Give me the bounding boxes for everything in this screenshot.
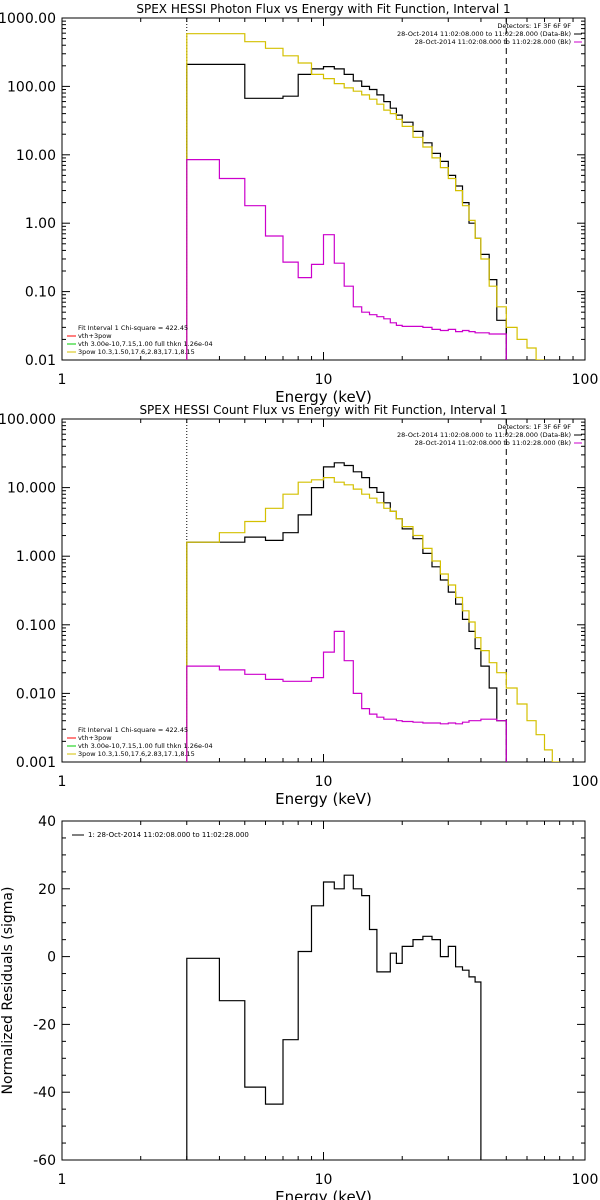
x-tick-label: 10 bbox=[315, 774, 333, 790]
legend-label: 1: 28-Oct-2014 11:02:08.000 to 11:02:28.… bbox=[88, 831, 249, 839]
info-text: 28-Oct-2014 11:02:08.000 to 11:02:28.000… bbox=[415, 38, 571, 46]
fit-text: vth 3.00e-10,7.15,1.00 full thkn 1.26e-0… bbox=[78, 340, 213, 348]
fit-text: vth+3pow bbox=[78, 332, 112, 340]
info-text: 28-Oct-2014 11:02:08.000 to 11:02:28.000… bbox=[415, 439, 571, 447]
info-text: Detectors: 1F 3F 6F 9F bbox=[497, 423, 571, 431]
y-tick-label: 0.10 bbox=[25, 285, 56, 301]
y-tick-label: -60 bbox=[33, 1153, 56, 1169]
plot-frame bbox=[61, 820, 586, 1161]
data-series-line-2 bbox=[186, 477, 560, 762]
info-text: Detectors: 1F 3F 6F 9F bbox=[497, 22, 571, 30]
x-tick-label: 10 bbox=[315, 372, 333, 388]
y-tick-label: 20 bbox=[38, 882, 56, 898]
data-series-line-1 bbox=[186, 63, 507, 360]
data-series-line-3 bbox=[186, 159, 507, 360]
series-group bbox=[186, 33, 545, 360]
fit-text: 3pow 10.3,1.50,17.6,2.83,17.1,8.15 bbox=[78, 750, 195, 758]
y-tick-label: 0 bbox=[47, 950, 56, 966]
y-tick-label: 0.01 bbox=[25, 353, 56, 369]
data-series-line-1 bbox=[186, 874, 482, 1160]
series-group bbox=[186, 874, 482, 1160]
y-tick-label: 100.000 bbox=[0, 412, 56, 428]
y-tick-label: 0.010 bbox=[16, 686, 56, 702]
y-tick-label: -20 bbox=[33, 1017, 56, 1033]
x-tick-label: 1 bbox=[58, 1172, 67, 1188]
chart-panel-1: SPEX HESSI Photon Flux vs Energy with Fi… bbox=[0, 2, 598, 406]
fit-text: vth+3pow bbox=[78, 734, 112, 742]
y-tick-label: 1000.00 bbox=[0, 11, 56, 27]
x-tick-label: 100 bbox=[572, 774, 599, 790]
data-series-line-2 bbox=[186, 33, 545, 360]
info-text: 28-Oct-2014 11:02:08.000 to 11:02:28.000… bbox=[397, 431, 571, 439]
fit-text: Fit Interval 1 Chi-square = 422.45 bbox=[78, 324, 188, 332]
data-series-line-1 bbox=[186, 462, 507, 762]
y-tick-label: 0.001 bbox=[16, 755, 56, 771]
chart-title: SPEX HESSI Photon Flux vs Energy with Fi… bbox=[136, 2, 510, 16]
data-series-line-3 bbox=[186, 630, 507, 762]
y-tick-label: 1.00 bbox=[25, 216, 56, 232]
series-group bbox=[186, 462, 560, 762]
y-tick-label: 10.00 bbox=[16, 148, 56, 164]
x-axis-label: Energy (keV) bbox=[275, 1188, 372, 1200]
x-axis-label: Energy (keV) bbox=[275, 790, 372, 808]
x-tick-label: 1 bbox=[58, 774, 67, 790]
chart-panel-2: SPEX HESSI Count Flux vs Energy with Fit… bbox=[0, 403, 598, 808]
fit-text: Fit Interval 1 Chi-square = 422.45 bbox=[78, 726, 188, 734]
y-tick-label: 100.00 bbox=[7, 79, 56, 95]
x-tick-label: 1 bbox=[58, 372, 67, 388]
y-axis-label: Normalized Residuals (sigma) bbox=[0, 887, 16, 1095]
x-tick-label: 100 bbox=[572, 1172, 599, 1188]
x-axis-label: Energy (keV) bbox=[275, 388, 372, 406]
info-text: 28-Oct-2014 11:02:08.000 to 11:02:28.000… bbox=[397, 30, 571, 38]
y-tick-label: 0.100 bbox=[16, 618, 56, 634]
fit-text: vth 3.00e-10,7.15,1.00 full thkn 1.26e-0… bbox=[78, 742, 213, 750]
y-tick-label: -40 bbox=[33, 1085, 56, 1101]
chart-title: SPEX HESSI Count Flux vs Energy with Fit… bbox=[139, 403, 507, 417]
y-tick-label: 40 bbox=[38, 814, 56, 830]
x-tick-label: 10 bbox=[315, 1172, 333, 1188]
chart-panel-3: 1 10 100 Energy (keV) -60 -40 -20 0 20 40 Normaliz… bbox=[0, 814, 598, 1200]
y-tick-label: 1.000 bbox=[16, 549, 56, 565]
y-tick-label: 10.000 bbox=[7, 481, 56, 497]
fit-text: 3pow 10.3,1.50,17.6,2.83,17.1,8.15 bbox=[78, 348, 195, 356]
x-tick-label: 100 bbox=[572, 372, 599, 388]
